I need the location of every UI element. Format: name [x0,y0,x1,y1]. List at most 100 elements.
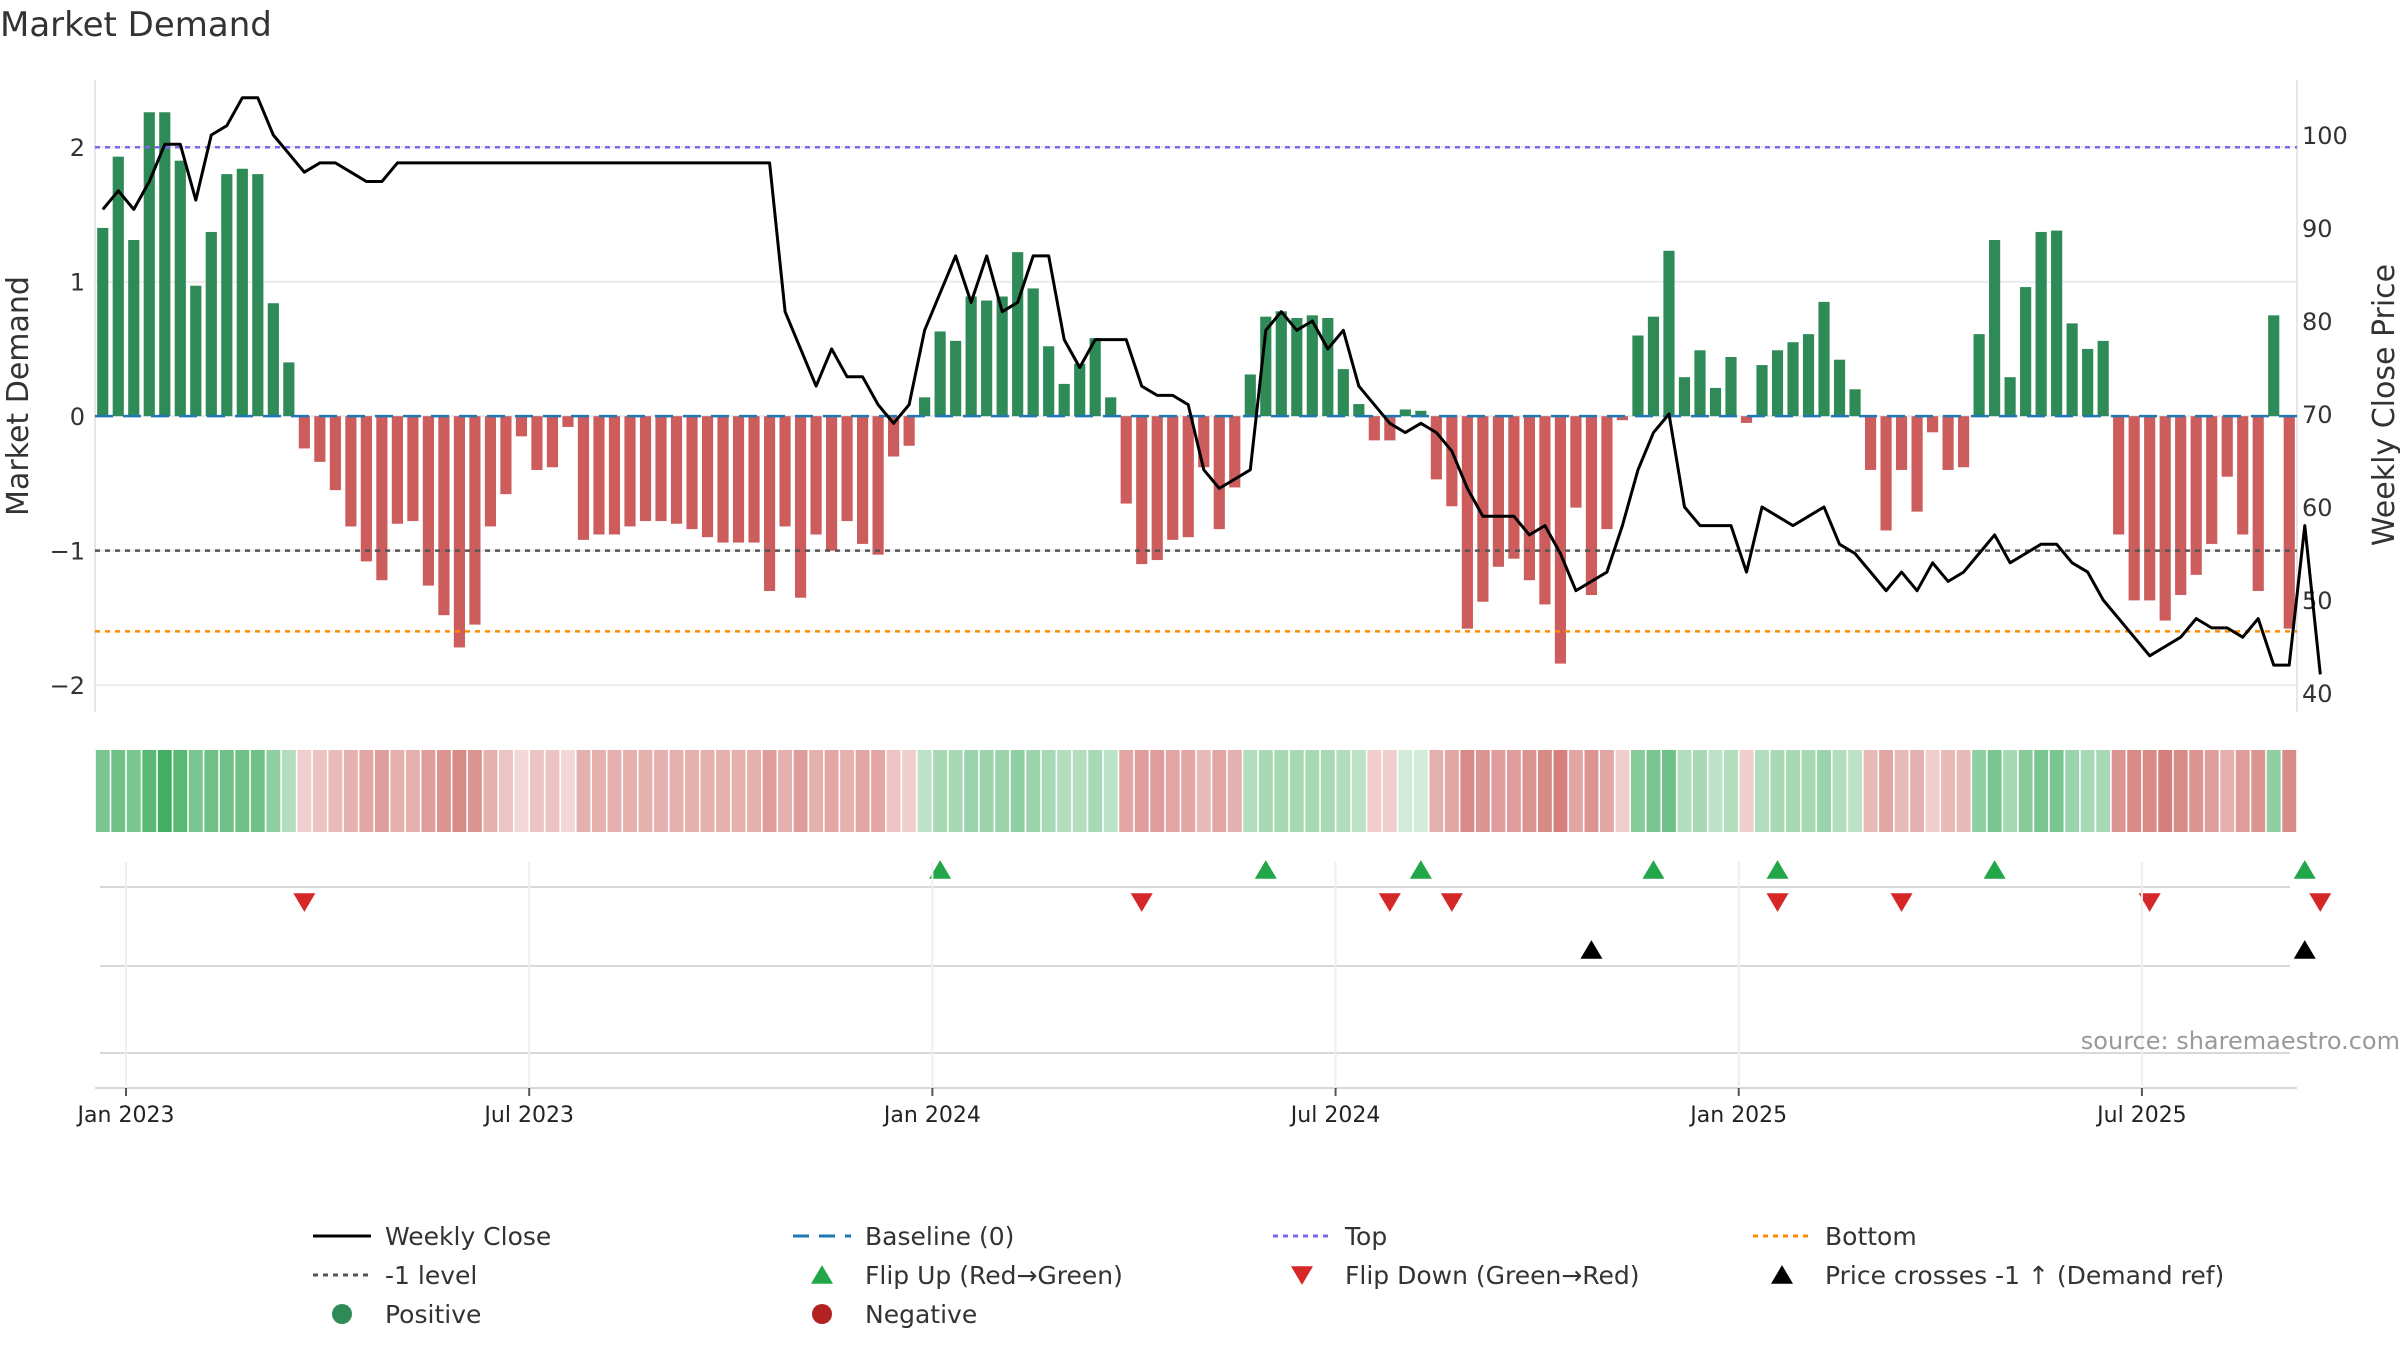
demand-bar [965,296,977,417]
demand-bar [345,416,357,527]
demand-bar [670,416,683,524]
legend-label: Weekly Close [385,1222,551,1251]
demand-strip-cell [1258,750,1273,832]
demand-strip-cell [855,750,870,832]
demand-bar [1647,316,1660,417]
demand-bar [221,174,233,417]
x-tick-label: Jan 2024 [882,1103,981,1128]
demand-strip-cell [1444,750,1459,832]
legend-item: Top [1273,1222,1387,1251]
demand-bar [919,397,931,417]
demand-strip-cell [1755,750,1769,832]
demand-strip-cell [762,750,777,832]
demand-bar [1771,350,1784,417]
demand-bar [1989,240,2001,417]
demand-strip-cell [312,750,327,832]
demand-bar [2268,315,2280,417]
demand-strip-cell [809,750,824,832]
demand-strip-cell [700,750,715,832]
demand-bar [1260,316,1272,417]
demand-bar [1616,416,1629,421]
y-tick-label-left: −1 [50,538,85,566]
demand-bar [1012,252,1024,417]
demand-bar [1508,416,1520,559]
x-tick-label: Jan 2025 [1688,1103,1787,1128]
source-label: source: sharemaestro.com [2081,1027,2400,1055]
demand-strip-cell [607,750,622,832]
demand-bar [236,168,248,417]
demand-bar [1213,416,1225,530]
demand-strip-cell [1010,750,1025,832]
demand-bar [500,416,512,495]
demand-strip-cell [467,750,482,832]
demand-strip-cell [514,750,529,832]
flip-down-marker [1890,893,1913,912]
flip-down-marker [1440,893,1463,912]
demand-strip-cell [126,750,141,832]
demand-bar [298,416,310,449]
demand-bar [1120,416,1132,504]
demand-bar [1818,301,1830,417]
demand-bar [1430,416,1442,480]
x-tick-label: Jul 2023 [482,1103,574,1128]
demand-bar [1074,363,1086,417]
demand-bar [267,303,279,417]
legend-marker [812,1304,832,1324]
demand-strip-cell [638,750,653,832]
main-panel: 2 1 0 −1 −2 100 90 80 70 60 50 40 Market Demand Weekl… [1,80,2400,712]
demand-strip-cell [266,750,281,832]
demand-bar [1880,416,1892,531]
demand-bar [283,362,295,417]
demand-strip-cell [824,750,839,832]
demand-strip-cell [979,750,994,832]
demand-strip-cell [1351,750,1366,832]
legend-label: Flip Up (Red→Green) [865,1261,1123,1290]
price-cross-marker [1580,940,1603,959]
demand-bar [2190,416,2202,575]
demand-strip-cell [1196,750,1211,832]
demand-strip-cell [1119,750,1134,832]
demand-bar [1461,416,1473,629]
demand-bar [1136,416,1148,565]
legend-label: Baseline (0) [865,1222,1014,1251]
flip-up-marker [2293,860,2316,879]
demand-bar [1756,365,1768,417]
legend-marker [1291,1266,1313,1285]
demand-bar [329,416,341,491]
demand-strip-cell [204,750,219,832]
demand-bar [159,112,171,417]
demand-bar [826,416,838,551]
demand-strip-cell [281,750,296,832]
demand-strip-cell [669,750,684,832]
demand-bar [2237,416,2249,535]
demand-bar [1911,416,1923,512]
demand-bar [1058,383,1070,417]
demand-strip-cell [1568,750,1583,832]
demand-bar [763,416,776,591]
demand-strip-cell [498,750,513,832]
demand-bar [484,416,497,527]
demand-bar [1895,416,1908,470]
demand-bar [1601,416,1613,530]
demand-strip-cell [2142,750,2157,832]
legend: Weekly Close Baseline (0) Top Bottom -1 leve… [313,1222,2224,1329]
demand-bar [1275,311,1287,417]
demand-strip-cell [235,750,250,832]
demand-strip-cell [685,750,699,832]
demand-bar [2128,416,2140,601]
demand-bar [1787,342,1799,417]
legend-item: Positive [332,1300,481,1329]
demand-strip-cell [840,750,855,832]
demand-strip-cell [483,750,498,832]
flip-down-marker [293,893,316,912]
demand-bar [981,300,993,417]
demand-bar [2097,340,2109,417]
y-tick-label-left: 0 [70,403,85,431]
demand-bar [888,416,900,457]
legend-label: -1 level [385,1261,477,1290]
x-tick-label: Jul 2025 [2095,1103,2187,1128]
demand-bar [1229,416,1241,488]
demand-bar [190,285,202,417]
demand-bar [2051,230,2063,417]
demand-bar [717,416,729,543]
